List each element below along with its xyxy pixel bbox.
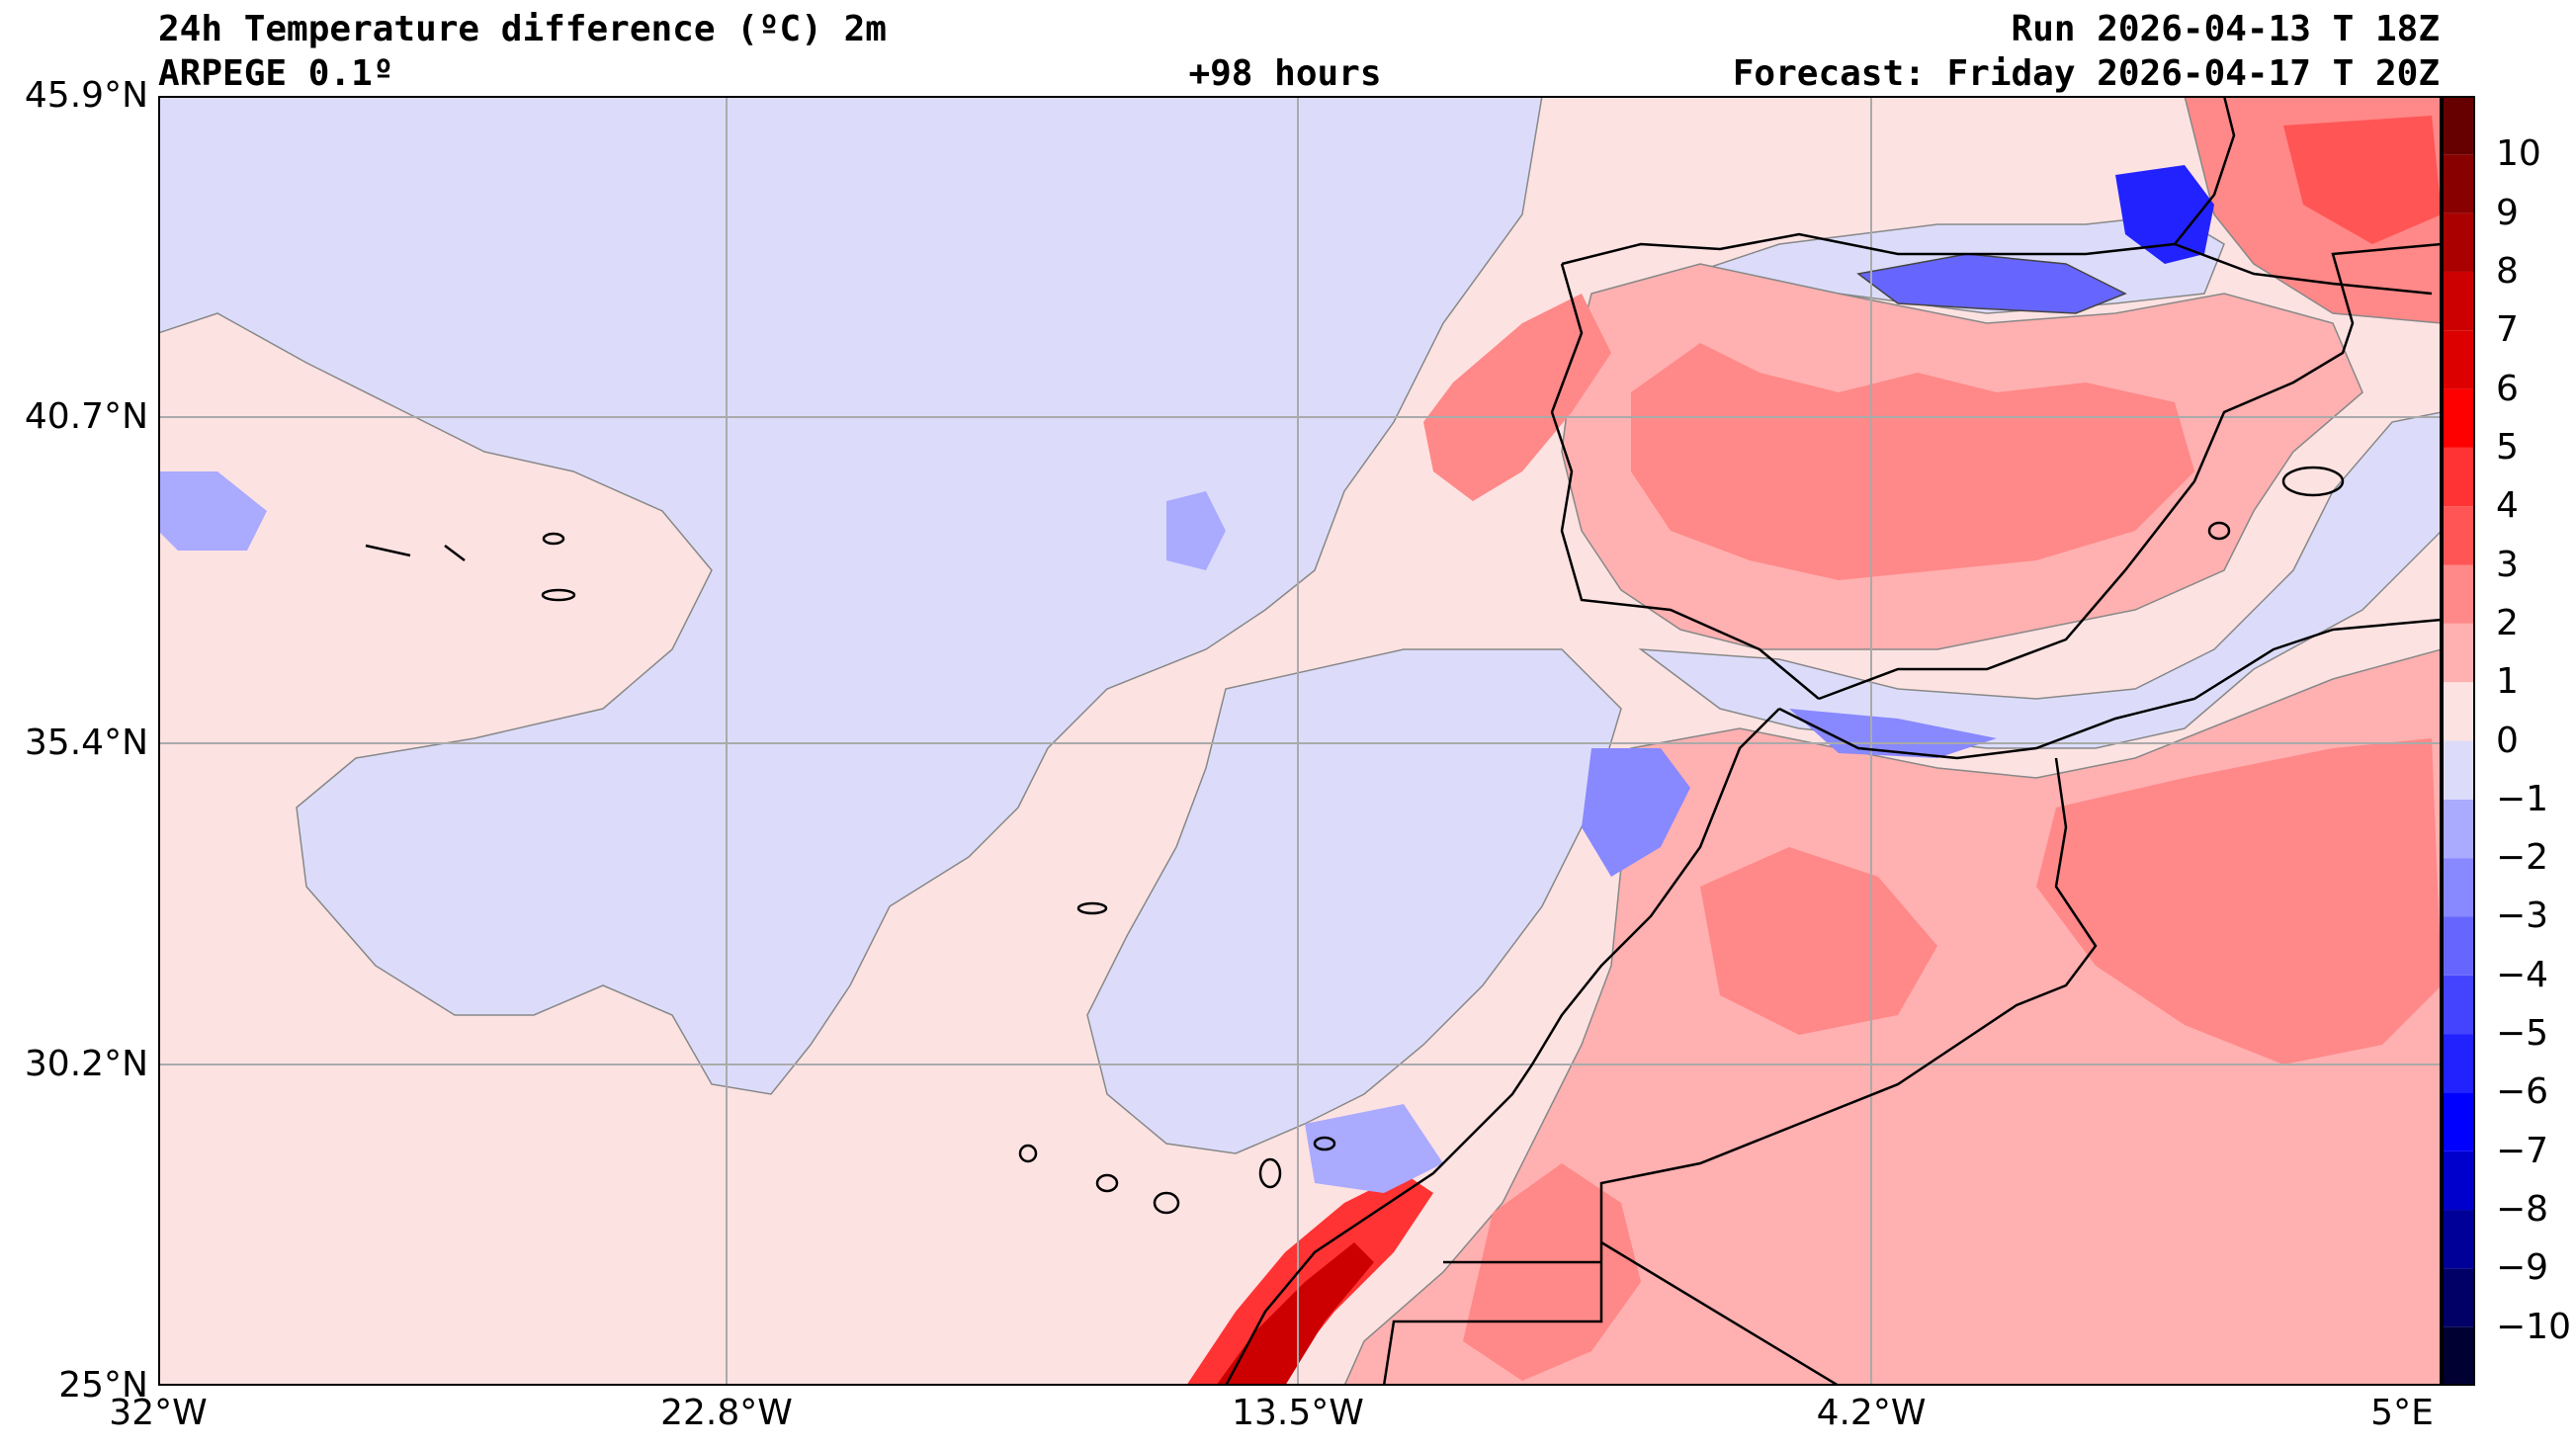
lon-tick-label: 32°W: [109, 1393, 208, 1433]
colorbar-cell: [2442, 330, 2475, 389]
colorbar-tick-label: 5: [2496, 426, 2519, 468]
colorbar-cell: [2442, 1326, 2475, 1386]
colorbar-tick-label: −8: [2496, 1189, 2549, 1231]
colorbar-cell: [2442, 975, 2475, 1035]
lon-tick-label: 5°E: [2370, 1393, 2434, 1433]
map-title: 24h Temperature difference (ºC) 2m: [158, 9, 887, 49]
colorbar-tick-label: −9: [2496, 1247, 2549, 1289]
field-region-strong-positive: [1216, 1242, 1374, 1386]
colorbar-tick-label: 0: [2496, 720, 2519, 761]
field-region-positive: [1631, 343, 2194, 580]
colorbar-tick-label: −7: [2496, 1130, 2549, 1171]
colorbar-cell: [2442, 213, 2475, 272]
colorbar-tick-label: 7: [2496, 309, 2519, 351]
coastlines: [365, 96, 2442, 1386]
colorbar-tick-label: 8: [2496, 250, 2519, 292]
colorbar-cell: [2442, 564, 2475, 624]
colorbar-cell: [2442, 447, 2475, 507]
field-region-negative: [158, 96, 1543, 1095]
colorbar-cell: [2442, 506, 2475, 565]
colorbar-cell: [2442, 154, 2475, 213]
field-region-strong-negative: [1166, 491, 1226, 570]
field-region-positive: [1700, 847, 1937, 1035]
colorbar-tick-label: 10: [2496, 133, 2541, 175]
colorbar-tick-label: −6: [2496, 1071, 2549, 1113]
field-region-strong-negative: [1305, 1104, 1443, 1193]
colorbar-cell: [2442, 388, 2475, 448]
colorbar-tick-label: −1: [2496, 778, 2549, 819]
colorbar-cell: [2442, 799, 2475, 859]
colorbar-cell: [2442, 1150, 2475, 1211]
colorbar-tick-label: −4: [2496, 954, 2549, 995]
colorbar-cell: [2442, 1268, 2475, 1327]
colorbar-tick-label: 6: [2496, 368, 2519, 409]
run-label: Run 2026-04-13 T 18Z: [2011, 9, 2440, 49]
lon-tick-label: 13.5°W: [1232, 1393, 1364, 1433]
colorbar-tick-label: −10: [2496, 1306, 2571, 1347]
lon-tick-label: 4.2°W: [1816, 1393, 1927, 1433]
colorbar-cell: [2442, 1092, 2475, 1151]
field-region-negative: [1086, 648, 1622, 1154]
colorbar-tick-label: 4: [2496, 485, 2519, 527]
colorbar-cell: [2442, 623, 2475, 683]
field-region-strong-negative: [1856, 253, 2127, 314]
field-region-strong-negative: [1582, 748, 1690, 877]
field-region-strong-negative: [2115, 165, 2214, 264]
colorbar-cell: [2442, 1034, 2475, 1093]
colorbar-cell: [2442, 271, 2475, 331]
colorbar-cell: [2442, 916, 2475, 976]
forecast-label: Forecast: Friday 2026-04-17 T 20Z: [1732, 53, 2440, 94]
colorbar: [2442, 96, 2475, 1386]
graticule: [158, 96, 2442, 1386]
colorbar-cell: [2442, 96, 2475, 155]
colorbar-tick-label: 1: [2496, 661, 2519, 703]
field-region-positive: [2036, 738, 2442, 1065]
lead-time-label: +98 hours: [1188, 53, 1382, 94]
lon-tick-label: 22.8°W: [660, 1393, 793, 1433]
lat-tick-label: 35.4°N: [24, 723, 148, 763]
lat-tick-label: 25°N: [58, 1365, 148, 1405]
colorbar-cell: [2442, 682, 2475, 741]
field-region-strong-negative: [1789, 709, 1997, 758]
colorbar-tick-label: 3: [2496, 544, 2519, 585]
lat-tick-label: 45.9°N: [24, 75, 148, 116]
field-region-strong-negative: [158, 471, 267, 551]
colorbar-tick-label: 2: [2496, 602, 2519, 643]
field-region-positive: [1423, 294, 1611, 501]
colorbar-tick-label: 9: [2496, 192, 2519, 233]
temperature-difference-map: [158, 96, 2442, 1386]
field-region-positive: [1463, 1163, 1641, 1381]
lat-tick-label: 30.2°N: [24, 1044, 148, 1084]
colorbar-cell: [2442, 858, 2475, 917]
field-region-positive: [2283, 116, 2442, 244]
colorbar-tick-label: −3: [2496, 895, 2549, 937]
colorbar-cell: [2442, 740, 2475, 800]
colorbar-cell: [2442, 1210, 2475, 1269]
lat-tick-label: 40.7°N: [24, 396, 148, 437]
colorbar-tick-label: −2: [2496, 837, 2549, 879]
colorbar-tick-label: −5: [2496, 1013, 2549, 1055]
model-label: ARPEGE 0.1º: [158, 53, 394, 94]
